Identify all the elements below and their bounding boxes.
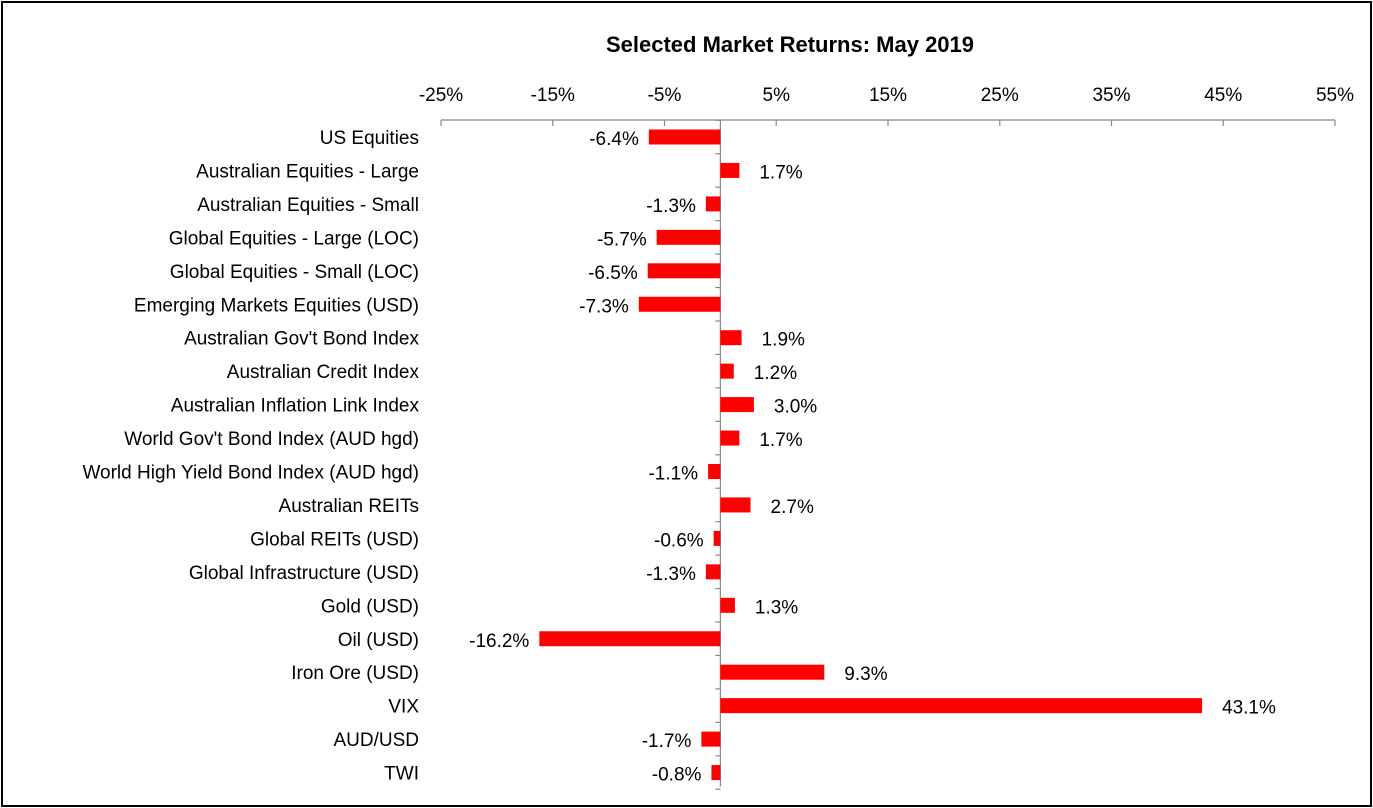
data-label: 3.0% — [774, 397, 817, 418]
category-label: Australian Equities - Large — [196, 161, 419, 182]
category-label: AUD/USD — [333, 730, 419, 751]
x-tick-label: 5% — [763, 85, 791, 106]
category-label: Global Equities - Large (LOC) — [169, 228, 419, 249]
bar — [720, 162, 740, 178]
x-tick-label: 45% — [1204, 85, 1242, 106]
bars — [539, 129, 1203, 781]
x-tick-label: -25% — [419, 85, 463, 106]
data-label: -6.4% — [589, 129, 639, 150]
bar — [647, 263, 721, 279]
bar — [705, 196, 721, 212]
data-label: 2.7% — [771, 497, 814, 518]
category-label: Australian Credit Index — [227, 362, 420, 383]
data-label: 1.3% — [755, 597, 798, 618]
data-label: 9.3% — [844, 664, 887, 685]
x-tick-label: 55% — [1316, 85, 1354, 106]
category-label: Global REITs (USD) — [250, 529, 419, 550]
data-label: -7.3% — [579, 296, 629, 317]
category-label: Australian Gov't Bond Index — [184, 329, 419, 350]
category-label: Gold (USD) — [321, 596, 419, 617]
category-label: Iron Ore (USD) — [291, 663, 419, 684]
bar — [720, 664, 825, 680]
category-label: Oil (USD) — [338, 630, 419, 651]
data-label: 1.2% — [754, 363, 797, 384]
data-label: -1.3% — [646, 196, 696, 217]
x-tick-label: 35% — [1092, 85, 1130, 106]
bar — [656, 229, 721, 245]
bar — [720, 330, 742, 346]
data-label: 43.1% — [1222, 698, 1276, 719]
bar — [705, 564, 721, 580]
data-label: -0.8% — [652, 765, 702, 786]
x-tick-label: 15% — [869, 85, 907, 106]
category-label: Emerging Markets Equities (USD) — [134, 295, 419, 316]
data-label: 1.7% — [759, 162, 802, 183]
bar — [708, 464, 721, 479]
bar — [711, 765, 721, 781]
bar — [720, 497, 751, 513]
bar — [539, 631, 721, 647]
bar — [720, 698, 1203, 714]
bar — [648, 129, 721, 145]
bar — [713, 530, 721, 546]
bar — [638, 296, 721, 312]
category-label: VIX — [388, 697, 419, 718]
bar — [720, 430, 740, 446]
bar — [701, 731, 721, 747]
x-tick-label: -5% — [648, 85, 682, 106]
category-label: Australian REITs — [279, 496, 419, 517]
category-label: World High Yield Bond Index (AUD hgd) — [82, 463, 419, 484]
category-label: Global Equities - Small (LOC) — [170, 262, 419, 283]
category-label: Australian Equities - Small — [197, 195, 419, 216]
data-label: -1.3% — [646, 564, 696, 585]
data-label: -5.7% — [597, 229, 647, 250]
bar — [720, 397, 754, 413]
data-label: -1.7% — [642, 731, 692, 752]
data-label: -0.6% — [654, 530, 704, 551]
data-label: 1.9% — [762, 330, 805, 351]
category-label: Global Infrastructure (USD) — [189, 563, 419, 584]
bar — [720, 363, 734, 379]
data-label: -6.5% — [588, 263, 638, 284]
data-labels: -6.4% 1.7% -1.3% -5.7% -6.5% -7.3% 1.9% 1.2% 3.0… — [469, 129, 1276, 786]
data-label: -16.2% — [469, 631, 529, 652]
chart-title: Selected Market Returns: May 2019 — [606, 32, 974, 57]
category-label: Australian Inflation Link Index — [171, 396, 420, 417]
data-label: -1.1% — [648, 464, 698, 485]
category-label: World Gov't Bond Index (AUD hgd) — [124, 429, 419, 450]
category-label: US Equities — [320, 128, 419, 149]
x-tick-label: 25% — [981, 85, 1019, 106]
category-label: TWI — [384, 764, 419, 785]
category-labels: US Equities Australian Equities - Large Au… — [82, 128, 419, 785]
x-tick-label: -15% — [531, 85, 575, 106]
bar — [720, 597, 735, 613]
data-label: 1.7% — [759, 430, 802, 451]
